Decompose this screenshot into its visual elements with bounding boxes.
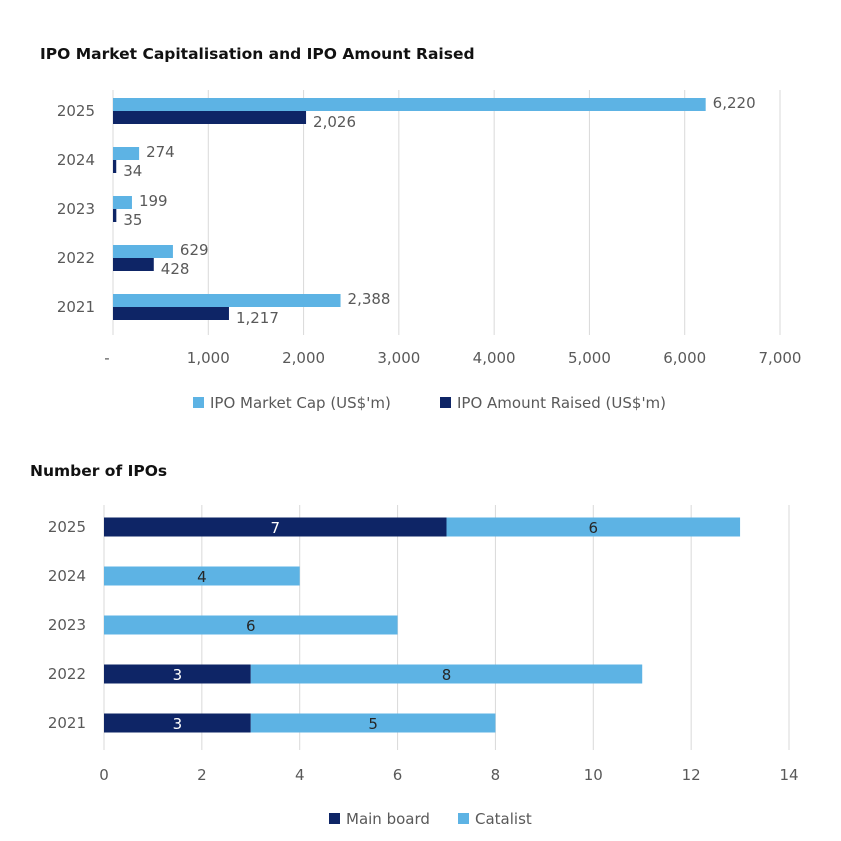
chart2-title: Number of IPOs <box>30 462 168 480</box>
chart2-bar <box>104 664 251 684</box>
chart2-bar <box>104 615 398 635</box>
chart1-legend-swatch <box>440 397 451 408</box>
chart2-bar <box>250 713 496 733</box>
chart2-x-tick-label: 0 <box>99 766 109 784</box>
chart1-data-label: 274 <box>146 143 175 161</box>
chart2-data-label: 7 <box>270 519 280 537</box>
chart2-x-tick-label: 6 <box>393 766 403 784</box>
chart1-data-label: 199 <box>139 192 168 210</box>
chart1-bar <box>113 209 117 222</box>
chart1-x-tick-label: 7,000 <box>759 349 802 367</box>
chart1-data-label: 35 <box>123 211 142 229</box>
chart2-x-tick-label: 10 <box>584 766 603 784</box>
chart2-data-label: 5 <box>368 715 378 733</box>
chart1-y-tick-label: 2022 <box>57 249 95 267</box>
chart2-x-tick-label: 12 <box>682 766 701 784</box>
chart1-data-label: 2,388 <box>348 290 391 308</box>
chart2-bar <box>104 566 300 586</box>
chart1-y-tick-label: 2023 <box>57 200 95 218</box>
chart1-x-tick-label: 3,000 <box>377 349 420 367</box>
chart1-legend-label: IPO Market Cap (US$'m) <box>210 394 391 412</box>
chart2-legend-label: Catalist <box>475 810 532 828</box>
chart1-legend-swatch <box>193 397 204 408</box>
chart1-x-tick-label: - <box>104 349 109 367</box>
chart1-data-label: 629 <box>180 241 209 259</box>
chart2-x-tick-label: 4 <box>295 766 305 784</box>
chart2-y-tick-label: 2023 <box>48 616 86 634</box>
chart2-bar <box>446 517 741 537</box>
chart2-data-label: 6 <box>589 519 599 537</box>
chart2-data-label: 8 <box>442 666 452 684</box>
chart1-bar <box>113 245 173 258</box>
chart1-data-label: 428 <box>161 260 190 278</box>
chart1-y-tick-label: 2025 <box>57 102 95 120</box>
chart1-x-tick-label: 5,000 <box>568 349 611 367</box>
chart1-data-label: 6,220 <box>713 94 756 112</box>
chart1-bar <box>113 160 117 173</box>
chart1-bar <box>113 294 341 307</box>
chart2-x-tick-label: 14 <box>779 766 798 784</box>
chart2-legend-label: Main board <box>346 810 430 828</box>
chart2-legend-swatch <box>458 813 469 824</box>
chart2-x-tick-label: 8 <box>491 766 501 784</box>
chart1-data-label: 34 <box>123 162 142 180</box>
chart2-y-tick-label: 2025 <box>48 518 86 536</box>
chart1-bar <box>113 307 229 320</box>
chart1-bar <box>113 147 140 160</box>
chart1-title: IPO Market Capitalisation and IPO Amount… <box>40 45 475 63</box>
chart2-bar <box>104 517 447 537</box>
chart2-y-tick-label: 2024 <box>48 567 86 585</box>
chart2-x-tick-label: 2 <box>197 766 207 784</box>
chart2-data-label: 6 <box>246 617 256 635</box>
chart1-y-tick-label: 2024 <box>57 151 95 169</box>
chart2-data-label: 3 <box>173 715 183 733</box>
chart1-data-label: 1,217 <box>236 309 279 327</box>
chart2-y-tick-label: 2021 <box>48 714 86 732</box>
chart2-legend-swatch <box>329 813 340 824</box>
chart1-x-tick-label: 1,000 <box>187 349 230 367</box>
chart1-legend-label: IPO Amount Raised (US$'m) <box>457 394 666 412</box>
chart1-x-tick-label: 4,000 <box>473 349 516 367</box>
chart1-data-label: 2,026 <box>313 113 356 131</box>
chart1-bar <box>113 196 132 209</box>
chart2-bar <box>104 713 251 733</box>
chart1-bar <box>113 258 154 271</box>
chart2-data-label: 4 <box>197 568 207 586</box>
chart2-bar <box>250 664 643 684</box>
chart2-y-tick-label: 2022 <box>48 665 86 683</box>
chart1-bar <box>113 111 307 124</box>
chart1-y-tick-label: 2021 <box>57 298 95 316</box>
chart2-data-label: 3 <box>173 666 183 684</box>
chart1-bar <box>113 98 706 111</box>
chart1-x-tick-label: 6,000 <box>663 349 706 367</box>
chart1-x-tick-label: 2,000 <box>282 349 325 367</box>
